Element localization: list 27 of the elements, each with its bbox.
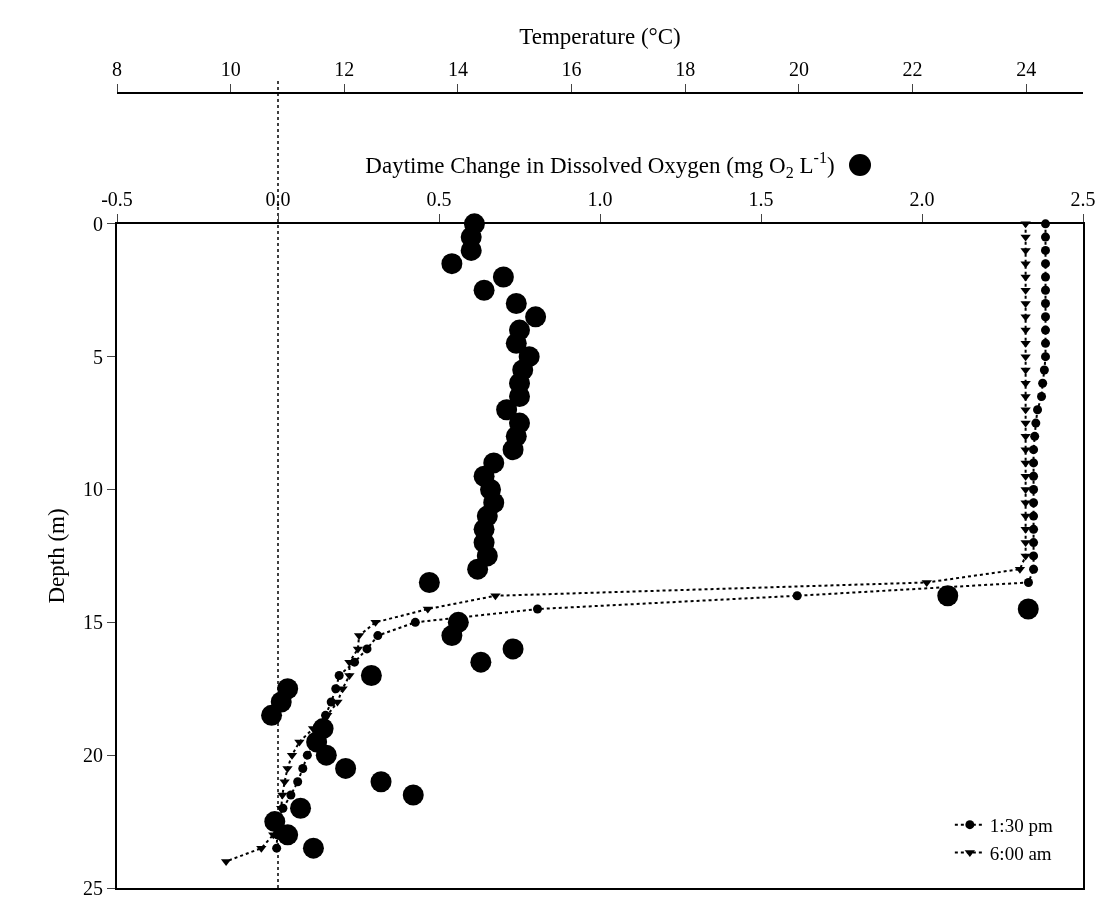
x-tick-label: 0.0	[265, 187, 291, 210]
x2-tick-label: 10	[220, 57, 241, 80]
y-tick-label: 0	[93, 212, 103, 235]
y-tick-label: 5	[93, 345, 103, 368]
x2-axis-title: Temperature (°C)	[519, 23, 681, 49]
x2-tick-label: 24	[1016, 57, 1037, 80]
legend-label: 1:30 pm	[989, 815, 1053, 837]
x-tick-label: 1.5	[748, 187, 774, 210]
x-axis-title: Daytime Change in Dissolved Oxygen (mg O$_{2}$ L$^{-1}$)	[365, 149, 835, 181]
x2-tick-label: 22	[902, 57, 923, 80]
legend-label: 6:00 am	[989, 842, 1052, 864]
y-tick-label: 10	[83, 478, 103, 501]
x-tick-label: 2.0	[909, 187, 935, 210]
x2-tick-label: 8	[112, 57, 122, 80]
x2-tick-label: 20	[788, 57, 809, 80]
x2-tick-label: 12	[334, 57, 355, 80]
x2-tick-label: 14	[447, 57, 468, 80]
x-tick-label: 2.5	[1070, 187, 1096, 210]
x-tick-label: 1.0	[587, 187, 613, 210]
x2-tick-label: 18	[675, 57, 696, 80]
y-axis-title: Depth (m)	[43, 508, 69, 604]
y-tick-label: 20	[83, 744, 103, 767]
x-tick-label: -0.5	[101, 187, 133, 210]
y-tick-label: 15	[83, 611, 103, 634]
y-tick-label: 25	[83, 877, 103, 899]
x-tick-label: 0.5	[426, 187, 452, 210]
x2-tick-label: 16	[561, 57, 582, 80]
